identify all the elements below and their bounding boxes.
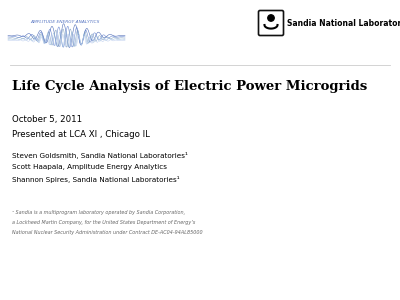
Text: ¹ Sandia is a multiprogram laboratory operated by Sandia Corporation,: ¹ Sandia is a multiprogram laboratory op… <box>12 210 185 215</box>
Text: Life Cycle Analysis of Electric Power Microgrids: Life Cycle Analysis of Electric Power Mi… <box>12 80 367 93</box>
Text: National Nuclear Security Administration under Contract DE-AC04-94AL85000: National Nuclear Security Administration… <box>12 230 203 235</box>
FancyBboxPatch shape <box>258 11 284 35</box>
Text: Presented at LCA XI , Chicago IL: Presented at LCA XI , Chicago IL <box>12 130 150 139</box>
Text: AMPLITUDE ENERGY ANALYTICS: AMPLITUDE ENERGY ANALYTICS <box>30 20 100 24</box>
Text: Sandia National Laboratories: Sandia National Laboratories <box>287 19 400 28</box>
Text: Scott Haapala, Amplitude Energy Analytics: Scott Haapala, Amplitude Energy Analytic… <box>12 164 167 170</box>
Circle shape <box>268 15 274 21</box>
Text: Steven Goldsmith, Sandia National Laboratories¹: Steven Goldsmith, Sandia National Labora… <box>12 152 188 159</box>
Text: October 5, 2011: October 5, 2011 <box>12 115 82 124</box>
Text: a Lockheed Martin Company, for the United States Department of Energy’s: a Lockheed Martin Company, for the Unite… <box>12 220 195 225</box>
Text: Shannon Spires, Sandia National Laboratories¹: Shannon Spires, Sandia National Laborato… <box>12 176 180 183</box>
